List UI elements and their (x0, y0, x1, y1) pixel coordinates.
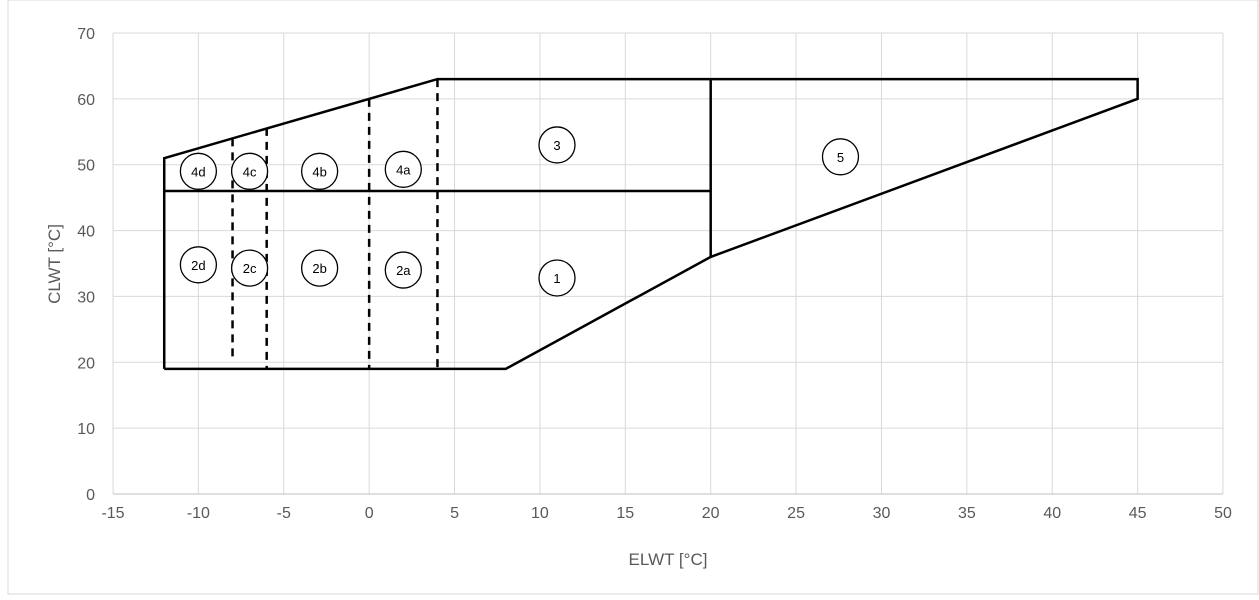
region-label-text: 4d (191, 164, 205, 179)
region-circle (230, 249, 269, 287)
envelope-lines (162, 77, 1139, 371)
region-label-text: 3 (553, 138, 560, 153)
x-tick-label: 5 (450, 505, 459, 522)
region-label-text: 4a (396, 162, 411, 177)
region-label-text: 2a (396, 263, 411, 278)
x-tick-label: 40 (1043, 505, 1061, 522)
y-tick-label: 50 (77, 158, 95, 175)
x-axis-title: ELWT [°C] (629, 550, 708, 569)
region-label-text: 4c (243, 164, 257, 179)
region-label-text: 5 (837, 150, 844, 165)
x-tick-label: 0 (365, 505, 374, 522)
region-label-2c: 2c (230, 249, 269, 287)
x-tick-label: 20 (702, 505, 720, 522)
region-label-2a: 2a (384, 251, 422, 289)
region-circle (821, 138, 860, 176)
x-tick-label: 30 (873, 505, 891, 522)
region-circle (179, 152, 218, 190)
x-tick-label: 50 (1214, 505, 1232, 522)
x-tick-label: 25 (787, 505, 805, 522)
region-label-1: 1 (538, 259, 576, 297)
y-tick-label: 30 (77, 289, 95, 306)
y-axis-title: CLWT [°C] (45, 224, 64, 304)
x-tick-label: 15 (616, 505, 634, 522)
y-tick-label: 10 (77, 421, 95, 438)
region-circle (300, 152, 339, 190)
region-circle (538, 126, 576, 164)
region-circle (230, 152, 269, 190)
x-tick-label: -15 (101, 505, 124, 522)
x-tick-label: -5 (277, 505, 291, 522)
region-label-3: 3 (538, 126, 576, 164)
region-label-text: 1 (553, 271, 560, 286)
x-tick-label: 10 (531, 505, 549, 522)
region-circle (384, 150, 422, 188)
region-label-text: 2c (243, 261, 257, 276)
region-label-2d: 2d (179, 246, 218, 284)
region-labels: 4d 4c 4b 4a 3 5 2d 2c 2b 2a 1 (179, 126, 860, 297)
y-tick-label: 70 (77, 26, 95, 43)
y-tick-label: 40 (77, 224, 95, 241)
tick-labels: -15 -10 -5 0 5 10 15 20 25 30 35 40 45 50010203040506… (77, 26, 1232, 522)
region-label-text: 2b (312, 261, 326, 276)
region-label-4d: 4d (179, 152, 218, 190)
region-circle (179, 246, 218, 284)
region-circle (384, 251, 422, 289)
envelope-outline (162, 77, 1139, 371)
region-circle (300, 249, 339, 287)
region-label-text: 2d (191, 258, 205, 273)
region-label-2b: 2b (300, 249, 339, 287)
x-tick-label: 35 (958, 505, 976, 522)
region-circle (538, 259, 576, 297)
region-label-4c: 4c (230, 152, 269, 190)
region-label-4b: 4b (300, 152, 339, 190)
y-tick-label: 60 (77, 92, 95, 109)
x-tick-label: -10 (187, 505, 210, 522)
x-tick-label: 45 (1129, 505, 1147, 522)
region-label-text: 4b (312, 164, 326, 179)
y-tick-label: 0 (86, 487, 95, 504)
y-tick-label: 20 (77, 355, 95, 372)
region-label-5: 5 (821, 138, 860, 176)
region-label-4a: 4a (384, 150, 422, 188)
